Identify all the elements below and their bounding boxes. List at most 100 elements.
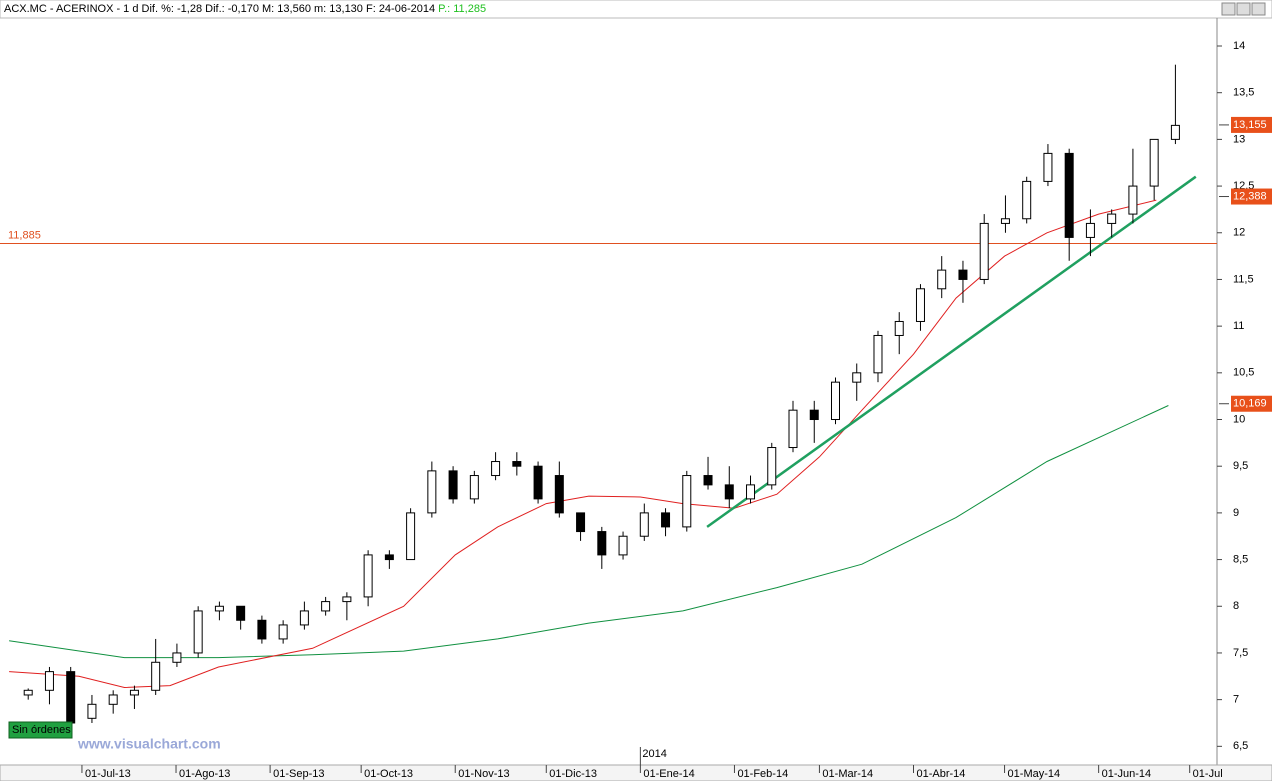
candle-body: [1022, 180, 1032, 220]
x-axis-strip: [0, 764, 1272, 781]
candle-body: [23, 689, 33, 696]
y-tick-label: 8,5: [1233, 553, 1248, 565]
y-tick-label: 10: [1233, 413, 1245, 425]
y-tick-label: 11,5: [1233, 273, 1254, 285]
candle-body: [682, 475, 692, 528]
candle-body: [214, 605, 224, 612]
candle-body: [915, 288, 925, 322]
price-marker-label: 12,388: [1233, 190, 1267, 202]
candle-body: [1064, 152, 1074, 238]
candle-body: [257, 619, 267, 640]
candle-body: [576, 512, 586, 533]
price-marker-box: [1231, 188, 1272, 205]
candle-body: [236, 605, 246, 621]
y-tick-label: 12: [1233, 227, 1245, 239]
price-marker-label: 10,169: [1233, 398, 1267, 410]
y-tick-label: 8: [1233, 600, 1239, 612]
candle-body: [1107, 213, 1117, 224]
x-tick-label: 01-Jul-13: [85, 768, 131, 780]
candle-body: [937, 269, 947, 290]
moving-average: [9, 199, 1157, 689]
price-marker-label: 13,155: [1233, 119, 1267, 131]
y-tick-label: 13,5: [1233, 87, 1254, 99]
candle-body: [278, 624, 288, 640]
candle-body: [554, 475, 564, 514]
candle-body: [873, 334, 883, 374]
price-marker-box: [1231, 395, 1272, 412]
candle-body: [767, 447, 777, 486]
price-marker-box: [1231, 116, 1272, 133]
x-tick-label: 01-Feb-14: [737, 768, 788, 780]
x-tick-label: 01-Jun-14: [1102, 768, 1152, 780]
year-label: 2014: [642, 748, 666, 760]
candle-body: [788, 409, 798, 449]
candle-body: [342, 596, 352, 603]
candle-body: [661, 512, 671, 528]
candle-body: [427, 470, 437, 514]
y-tick-label: 7: [1233, 694, 1239, 706]
candle-body: [108, 694, 118, 705]
candle-body: [618, 535, 628, 556]
status-text: Sin órdenes: [12, 724, 71, 736]
symbol: ACX.MC - ACERINOX - 1 d: [4, 3, 138, 15]
minimize-button[interactable]: [1221, 2, 1236, 16]
x-tick-label: 01-Ago-13: [179, 768, 230, 780]
candle-body: [1149, 138, 1159, 187]
watermark: www.visualchart.com: [77, 736, 221, 752]
candle-body: [129, 689, 139, 696]
maximize-button[interactable]: [1236, 2, 1251, 16]
header-text: ACX.MC - ACERINOX - 1 d Dif. %: -1,28 Di…: [4, 3, 486, 15]
candle-body: [597, 531, 607, 556]
y-tick-label: 9: [1233, 507, 1239, 519]
candle-body: [363, 554, 373, 598]
min: m: 13,130: [314, 3, 363, 15]
candle-body: [894, 320, 904, 336]
candle-body: [703, 475, 713, 486]
y-tick-label: 7,5: [1233, 647, 1248, 659]
y-tick-label: 10,5: [1233, 367, 1254, 379]
candle-body: [44, 671, 54, 691]
close-button[interactable]: [1251, 2, 1266, 16]
x-tick-label: 01-Abr-14: [917, 768, 966, 780]
x-tick-label: 01-Oct-13: [364, 768, 413, 780]
candle-body: [958, 269, 968, 280]
dif-pct: Dif. %: -1,28: [142, 3, 203, 15]
candle-body: [1000, 218, 1010, 224]
y-tick-label: 13: [1233, 133, 1245, 145]
candle-body: [384, 554, 394, 561]
candle-body: [746, 484, 756, 500]
candle-body: [151, 661, 161, 691]
y-tick-label: 14: [1233, 40, 1245, 52]
candle-body: [979, 222, 989, 280]
candle-body: [193, 610, 203, 654]
moving-average: [9, 405, 1169, 659]
candle-body: [299, 610, 309, 626]
candle-body: [533, 465, 543, 500]
candle-body: [66, 671, 76, 724]
x-tick-label: 01-Dic-13: [549, 768, 597, 780]
max: M: 13,560: [262, 3, 311, 15]
window-buttons: [1221, 2, 1266, 16]
x-tick-label: 01-Nov-13: [458, 768, 509, 780]
header-bar: [0, 0, 1272, 19]
candle-body: [512, 461, 522, 467]
candle-body: [406, 512, 416, 561]
candle-body: [469, 475, 479, 500]
candle-body: [639, 512, 649, 537]
candle-body: [1170, 124, 1180, 140]
level-label: 11,885: [8, 229, 41, 241]
status-box: [8, 721, 73, 739]
date: F: 24-06-2014: [366, 3, 435, 15]
x-tick-label: 01-May-14: [1008, 768, 1061, 780]
x-tick-label: 01-Jul: [1193, 768, 1223, 780]
candle-body: [724, 484, 734, 500]
candle-body: [1043, 152, 1053, 182]
candle-body: [1085, 222, 1095, 238]
x-tick-label: 01-Mar-14: [822, 768, 873, 780]
dif: Dif.: -0,170: [205, 3, 259, 15]
candle-body: [448, 470, 458, 500]
candle-body: [172, 652, 182, 663]
